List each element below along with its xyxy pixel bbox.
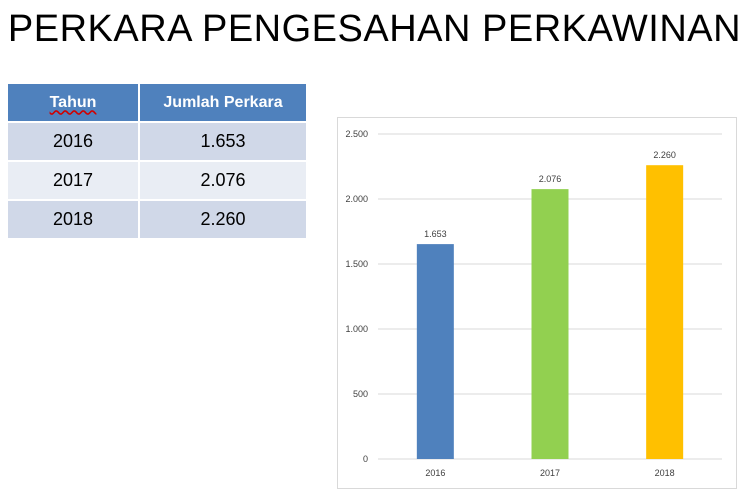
- cell-year: 2018: [6, 199, 140, 240]
- cases-table: Tahun Jumlah Perkara 2016 1.653 2017 2.0…: [6, 82, 308, 240]
- bar-2016: [416, 244, 454, 459]
- header-year-label: Tahun: [49, 93, 97, 111]
- x-tick-label: 2016: [425, 468, 445, 478]
- cell-year: 2017: [6, 160, 140, 201]
- data-label: 1.653: [424, 229, 447, 239]
- y-tick-label: 1.000: [345, 324, 368, 334]
- cell-count: 1.653: [138, 121, 308, 162]
- x-tick-label: 2018: [655, 468, 675, 478]
- table-row: 2018 2.260: [6, 199, 308, 240]
- data-label: 2.076: [539, 174, 562, 184]
- y-tick-label: 0: [363, 454, 368, 464]
- cell-count: 2.076: [138, 160, 308, 201]
- header-year: Tahun: [6, 82, 140, 123]
- data-label: 2.260: [653, 150, 676, 160]
- bar-chart: 0 500 1.000 1.500 2.000 2.500 1.653 2016 2.076 20…: [337, 117, 737, 489]
- bar-chart-svg: 0 500 1.000 1.500 2.000 2.500 1.653 2016 2.076 20…: [345, 129, 722, 478]
- cell-count: 2.260: [138, 199, 308, 240]
- y-tick-label: 1.500: [345, 259, 368, 269]
- bar-2017: [531, 189, 569, 459]
- header-case-count: Jumlah Perkara: [138, 82, 308, 123]
- y-tick-label: 2.000: [345, 194, 368, 204]
- table-row: 2016 1.653: [6, 121, 308, 162]
- x-tick-label: 2017: [540, 468, 560, 478]
- page-title: PERKARA PENGESAHAN PERKAWINAN: [7, 8, 742, 50]
- cell-year: 2016: [6, 121, 140, 162]
- table-row: 2017 2.076: [6, 160, 308, 201]
- bar-2018: [646, 165, 684, 459]
- table-header-row: Tahun Jumlah Perkara: [6, 82, 308, 123]
- y-tick-label: 500: [353, 389, 368, 399]
- y-tick-label: 2.500: [345, 129, 368, 139]
